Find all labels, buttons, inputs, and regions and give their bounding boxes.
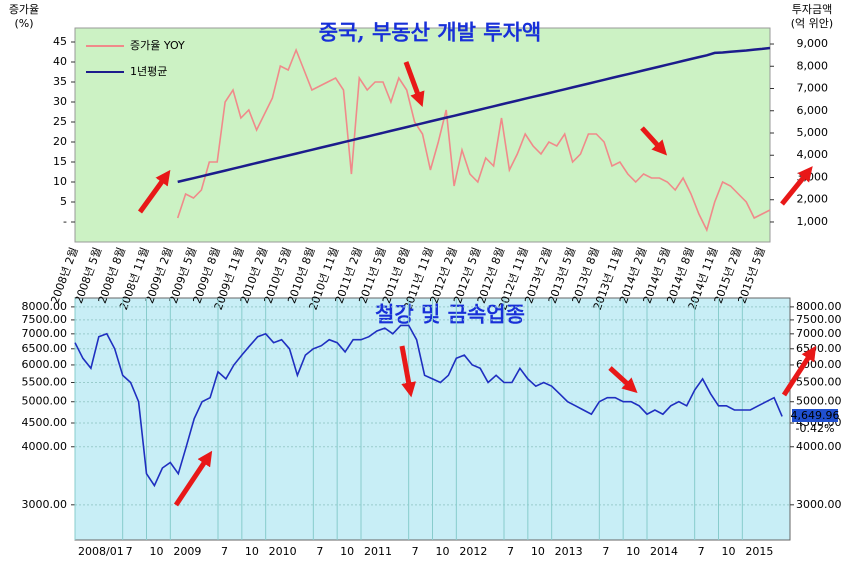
y-tick-label-right: 5500.00 <box>796 375 842 388</box>
last-price: 4,649.96 <box>791 409 840 422</box>
y-tick-label: 6000.00 <box>22 358 68 371</box>
arrow <box>781 345 817 397</box>
x-tick-label: 10 <box>436 545 450 558</box>
arrow <box>403 61 425 108</box>
y2-tick-label: 8,000 <box>797 59 829 72</box>
y-tick-label: 15 <box>53 155 67 168</box>
x-tick-label: 7 <box>412 545 419 558</box>
y-tick-label: 45 <box>53 35 67 48</box>
x-tick-label: 2014 <box>650 545 678 558</box>
arrow <box>137 169 171 214</box>
y2-tick-label: 9,000 <box>797 37 829 50</box>
x-tick-label: 7 <box>698 545 705 558</box>
y-tick-label: 5500.00 <box>22 375 68 388</box>
x-tick-label: 2011 <box>364 545 392 558</box>
x-tick-label: 2013 <box>555 545 583 558</box>
y2-tick-label: 5,000 <box>797 126 829 139</box>
x-tick-label: 2008/01 <box>78 545 124 558</box>
chart-title: 철강 및 금속업종 <box>375 302 525 327</box>
y-axis-label: (%) <box>14 17 33 30</box>
y-axis-label: 증가율 <box>9 3 39 16</box>
arrow <box>399 345 417 398</box>
y-tick-label-right: 5000.00 <box>796 395 842 408</box>
x-tick-label: 10 <box>722 545 736 558</box>
y-tick-label: 4500.00 <box>22 416 68 429</box>
series-line <box>74 324 783 488</box>
x-tick-label: 7 <box>602 545 609 558</box>
y-tick-label-right: 4000.00 <box>796 440 842 453</box>
x-tick-label: 7 <box>126 545 133 558</box>
y-tick-label: 7000.00 <box>22 327 68 340</box>
x-tick-label: 10 <box>340 545 354 558</box>
y2-axis-label: (억 위안) <box>791 17 833 30</box>
x-tick-label: 10 <box>531 545 545 558</box>
x-tick-label: 10 <box>626 545 640 558</box>
x-tick-label: 2015 <box>745 545 773 558</box>
y-tick-label-right: 6500.00 <box>796 342 842 355</box>
x-tick-label: 10 <box>245 545 259 558</box>
arrow <box>640 126 668 156</box>
change: -0.42% <box>796 422 835 435</box>
y-tick-label: 10 <box>53 175 67 188</box>
series-line <box>176 47 771 233</box>
y2-tick-label: 4,000 <box>797 148 829 161</box>
series-line <box>177 46 771 184</box>
x-tick-label: 7 <box>221 545 228 558</box>
last-price-box <box>792 409 838 422</box>
y-tick-label: 6500.00 <box>22 342 68 355</box>
y-tick-label: 40 <box>53 55 67 68</box>
y-tick-label: 35 <box>53 75 67 88</box>
y-tick-label: 20 <box>53 135 67 148</box>
y2-tick-label: 2,000 <box>797 193 829 206</box>
y-tick-label: 7500.00 <box>22 313 68 326</box>
x-tick-label: 2012 <box>459 545 487 558</box>
arrow <box>173 450 213 507</box>
y-tick-label: 25 <box>53 115 67 128</box>
x-tick-label: 7 <box>316 545 323 558</box>
x-tick-label: 7 <box>507 545 514 558</box>
x-tick-label: 10 <box>150 545 164 558</box>
y-tick-label-right: 7500.00 <box>796 313 842 326</box>
y2-tick-label: 1,000 <box>797 215 829 228</box>
arrow <box>608 366 638 394</box>
arrows <box>137 61 817 507</box>
legend-label: 증가율 YOY <box>130 39 185 52</box>
y-tick-label: 5000.00 <box>22 395 68 408</box>
y-tick-label: - <box>63 215 67 228</box>
legend-label: 1년평균 <box>130 65 167 78</box>
y-tick-label-right: 3000.00 <box>796 498 842 511</box>
y2-axis-label: 투자금액 <box>792 3 832 16</box>
y-tick-label-right: 8000.00 <box>796 300 842 313</box>
arrow <box>780 166 813 206</box>
y-tick-label: 8000.00 <box>22 300 68 313</box>
y-tick-label: 30 <box>53 95 67 108</box>
y2-tick-label: 7,000 <box>797 82 829 95</box>
x-tick-label: 2010 <box>269 545 297 558</box>
x-tick-label: 2009 <box>173 545 201 558</box>
y-tick-label-right: 7000.00 <box>796 327 842 340</box>
chart-title: 중국, 부동산 개발 투자액 <box>319 20 541 45</box>
y2-tick-label: 6,000 <box>797 104 829 117</box>
y-tick-label: 3000.00 <box>22 498 68 511</box>
y-tick-label: 5 <box>60 195 67 208</box>
y-tick-label: 4000.00 <box>22 440 68 453</box>
